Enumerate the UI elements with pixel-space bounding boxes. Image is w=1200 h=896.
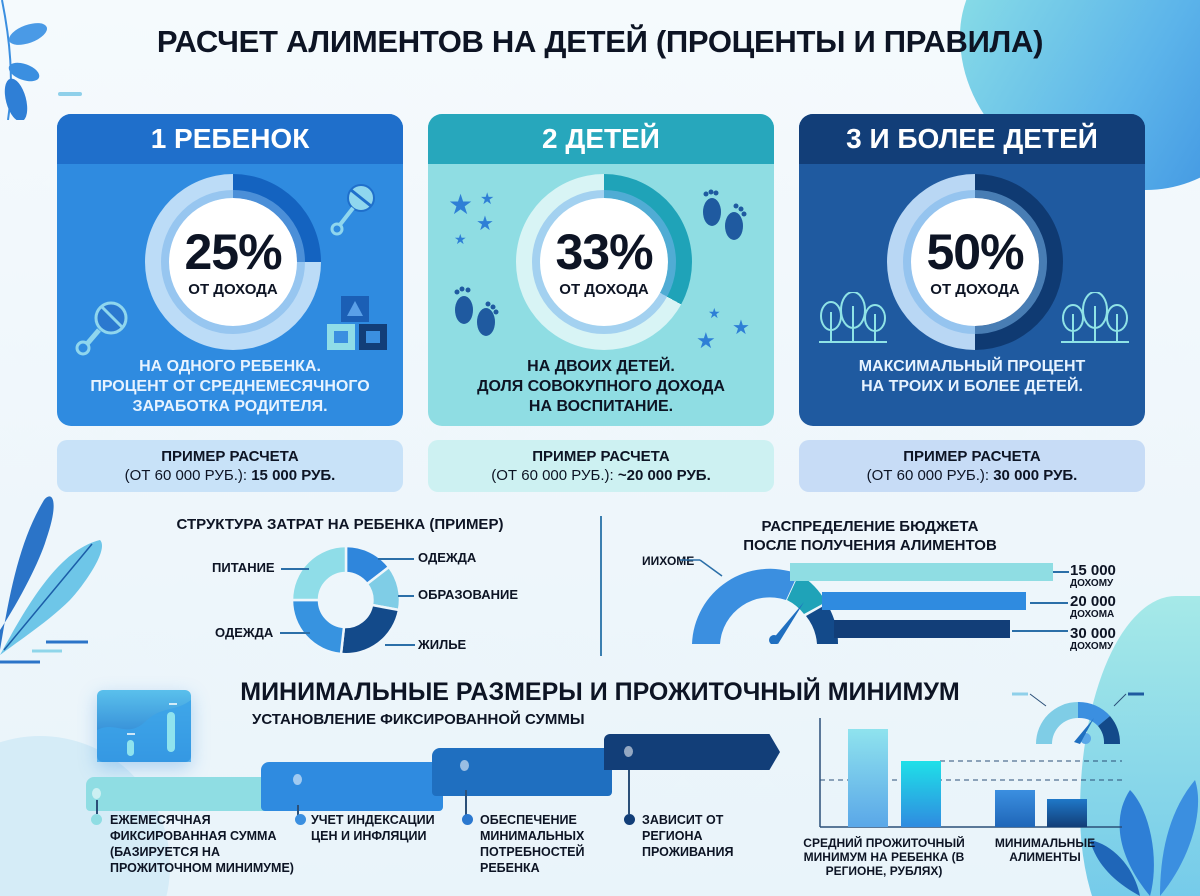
leader-line <box>1012 630 1068 632</box>
card-two-children: 2 ДЕТЕЙ 33% ОТ ДОХОДА ★ ★ ★ ★ ★ ★ ★ НА Д… <box>428 114 774 426</box>
budget-bar <box>822 592 1026 610</box>
svg-text:★: ★ <box>708 305 721 321</box>
decorative-dot <box>1080 733 1091 744</box>
card-header: 1 РЕБЕНОК <box>57 114 403 164</box>
percent-ring: 25% ОТ ДОХОДА <box>145 174 321 350</box>
footprints-icon <box>454 286 499 336</box>
area-chart-icon <box>97 700 191 762</box>
step-bar-3 <box>432 748 612 796</box>
connector-line <box>96 800 98 814</box>
bullet-dot <box>462 814 473 825</box>
card-description: МАКСИМАЛЬНЫЙ ПРОЦЕНТ НА ТРОИХ И БОЛЕЕ ДЕ… <box>858 358 1086 395</box>
step-text-3: ОБЕСПЕЧЕНИЕ МИНИМАЛЬНЫХ ПОТРЕБНОСТЕЙ РЕБ… <box>480 813 585 875</box>
connector-line <box>465 790 467 818</box>
budget-value: 20 000 ДОХОМА <box>1070 593 1116 620</box>
bar-label-living-minimum: СРЕДНИЙ ПРОЖИТОЧНЫЙ МИНИМУМ НА РЕБЕНКА (… <box>803 836 965 878</box>
step-text-1: ЕЖЕМЕСЯЧНАЯ ФИКСИРОВАННАЯ СУММА (БАЗИРУЕ… <box>110 813 294 875</box>
svg-text:★: ★ <box>696 328 716 350</box>
percent-sub: ОТ ДОХОДА <box>188 280 278 298</box>
svg-text:★: ★ <box>454 231 467 244</box>
leader-line <box>1030 602 1068 604</box>
minimum-bar-chart <box>819 718 1122 828</box>
leader-line <box>378 558 414 560</box>
step-dot <box>624 746 633 757</box>
step-dot <box>293 774 302 785</box>
decorative-dash <box>58 92 82 96</box>
donut-label-clothes: ОДЕЖДА <box>215 625 274 640</box>
budget-bar <box>790 563 1053 581</box>
svg-text:★: ★ <box>480 191 494 208</box>
section-divider <box>600 516 602 656</box>
leader-line <box>385 644 415 646</box>
example-calc-three: ПРИМЕР РАСЧЕТА (ОТ 60 000 РУБ.): 30 000 … <box>799 440 1145 492</box>
svg-text:★: ★ <box>448 189 473 220</box>
bullet-dot <box>295 814 306 825</box>
card-description: НА ОДНОГО РЕБЕНКА. ПРОЦЕНТ ОТ СРЕДНЕМЕСЯ… <box>90 358 370 415</box>
bullet-dot <box>624 814 635 825</box>
rattle-icon <box>330 184 375 236</box>
cost-donut-chart <box>290 544 402 656</box>
step-text-4: ЗАВИСИТ ОТ РЕГИОНА ПРОЖИВАНИЯ <box>642 813 734 859</box>
step-bar-1 <box>86 777 272 811</box>
leader-line <box>280 632 310 634</box>
svg-text:★: ★ <box>476 213 494 235</box>
minimum-subtitle: УСТАНОВЛЕНИЕ ФИКСИРОВАННОЙ СУММЫ <box>252 711 585 728</box>
percent-sub: ОТ ДОХОДА <box>930 280 1020 298</box>
percent-ring: 50% ОТ ДОХОДА <box>887 174 1063 350</box>
leaf-icon <box>1090 780 1199 896</box>
cost-structure-title: СТРУКТУРА ЗАТРАТ НА РЕБЕНКА (ПРИМЕР) <box>176 516 504 533</box>
card-three-plus-children: 3 И БОЛЕЕ ДЕТЕЙ 50% ОТ ДОХОДА МАКСИМАЛЬН… <box>799 114 1145 426</box>
donut-label-food: ПИТАНИЕ <box>212 560 275 575</box>
stars-icon: ★ ★ ★ <box>696 305 750 350</box>
budget-bar <box>834 620 1010 638</box>
step-text-2: УЧЕТ ИНДЕКСАЦИИ ЦЕН И ИНФЛЯЦИИ <box>311 813 435 843</box>
donut-label-education: ОБРАЗОВАНИЕ <box>418 587 518 602</box>
minimum-section-title: МИНИМАЛЬНЫЕ РАЗМЕРЫ И ПРОЖИТОЧНЫЙ МИНИМУ… <box>240 678 960 706</box>
budget-title: РАСПРЕДЕЛЕНИЕ БЮДЖЕТА ПОСЛЕ ПОЛУЧЕНИЯ АЛ… <box>743 518 997 554</box>
card-one-child: 1 РЕБЕНОК 25% ОТ ДОХОДА НА ОДНОГО РЕБЕНК… <box>57 114 403 426</box>
gauge-label: ИИХОМЕ <box>642 554 695 568</box>
step-bar-4 <box>604 734 780 770</box>
stars-icon: ★ ★ ★ ★ <box>448 189 494 244</box>
leader-line <box>1053 571 1069 573</box>
leaf-branch-icon <box>1 0 48 120</box>
page-title: РАСЧЕТ АЛИМЕНТОВ НА ДЕТЕЙ (ПРОЦЕНТЫ И ПР… <box>156 24 1044 59</box>
percent-ring: 33% ОТ ДОХОДА <box>516 174 692 350</box>
percent-value: 50% <box>926 223 1024 280</box>
budget-value: 30 000 ДОХОМУ <box>1070 625 1116 652</box>
gauge-icon <box>1012 692 1144 744</box>
step-dot <box>92 788 101 799</box>
step-bar-2 <box>261 762 443 811</box>
percent-value: 33% <box>555 223 653 280</box>
donut-label-clothes-2: ОДЕЖДА <box>418 550 477 565</box>
example-calc-one: ПРИМЕР РАСЧЕТА (ОТ 60 000 РУБ.): 15 000 … <box>57 440 403 492</box>
leaf-icon <box>0 496 103 664</box>
percent-sub: ОТ ДОХОДА <box>559 280 649 298</box>
connector-line <box>297 805 299 819</box>
card-header: 3 И БОЛЕЕ ДЕТЕЙ <box>799 114 1145 164</box>
budget-gauge <box>680 559 838 644</box>
bullet-dot <box>91 814 102 825</box>
card-description: НА ДВОИХ ДЕТЕЙ. ДОЛЯ СОВОКУПНОГО ДОХОДА … <box>477 358 725 415</box>
toy-blocks-icon <box>327 296 387 350</box>
leader-line <box>398 595 414 597</box>
step-dot <box>460 760 469 771</box>
svg-text:★: ★ <box>732 317 750 339</box>
budget-value: 15 000 ДОХОМУ <box>1070 562 1116 589</box>
chart-card-icon <box>97 690 191 762</box>
trees-icon <box>1061 292 1129 343</box>
rattle-icon <box>75 301 128 356</box>
percent-value: 25% <box>184 223 282 280</box>
leader-line <box>281 568 309 570</box>
donut-label-housing: ЖИЛЬЕ <box>418 637 467 652</box>
footprints-icon <box>703 189 747 240</box>
trees-icon <box>819 292 887 343</box>
card-header: 2 ДЕТЕЙ <box>428 114 774 164</box>
bar-label-min-alimony: МИНИМАЛЬНЫЕ АЛИМЕНТЫ <box>994 836 1096 864</box>
connector-line <box>628 770 630 814</box>
example-calc-two: ПРИМЕР РАСЧЕТА (ОТ 60 000 РУБ.): ~20 000… <box>428 440 774 492</box>
